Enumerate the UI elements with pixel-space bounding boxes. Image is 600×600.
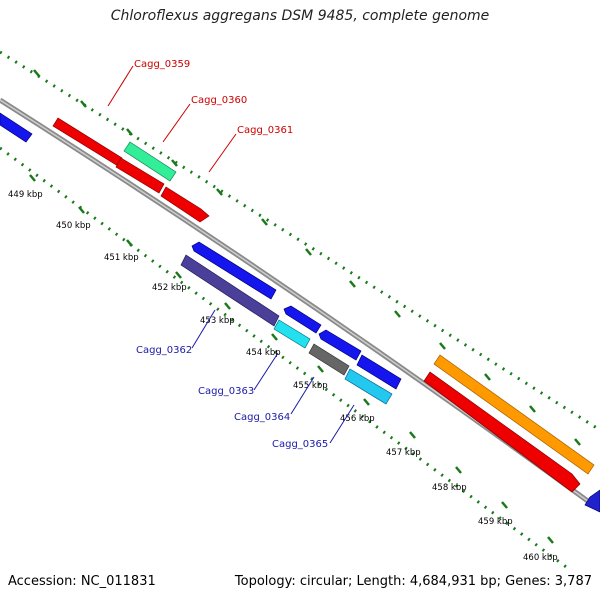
gene-arrow[interactable] xyxy=(433,354,595,475)
scale-label: 458 kbp xyxy=(432,483,467,493)
gene-arrow[interactable] xyxy=(318,329,362,361)
gene-arrow[interactable] xyxy=(356,354,402,390)
outer-major-ticks xyxy=(33,69,581,446)
genome-map: 449 kbp 450 kbp 451 kbp 452 kbp 453 kbp … xyxy=(0,50,600,570)
gene-label[interactable]: Cagg_0361 xyxy=(237,125,293,136)
scale-label: 455 kbp xyxy=(293,381,328,391)
gene-arrow[interactable] xyxy=(0,112,33,143)
gene-arrow[interactable] xyxy=(123,141,177,182)
scale-label: 459 kbp xyxy=(478,517,513,527)
gene-arrow[interactable] xyxy=(180,254,280,327)
gene-label[interactable]: Cagg_0363 xyxy=(198,386,254,397)
scale-label: 453 kbp xyxy=(200,316,235,326)
gene-arrow[interactable] xyxy=(584,489,600,513)
reverse-gene-labels: Cagg_0362 Cagg_0363 Cagg_0364 Cagg_0365 xyxy=(136,309,355,450)
scale-label: 457 kbp xyxy=(386,448,421,458)
outer-tick-track xyxy=(0,50,600,432)
scale-label: 449 kbp xyxy=(8,190,43,200)
inner-major-ticks xyxy=(29,174,554,544)
gene-arrow[interactable] xyxy=(160,186,210,223)
gene-arrow[interactable] xyxy=(273,319,311,349)
scale-label: 454 kbp xyxy=(246,348,281,358)
gene-arrow[interactable] xyxy=(423,371,581,493)
scale-label: 456 kbp xyxy=(340,414,375,424)
forward-gene-labels: Cagg_0359 Cagg_0360 Cagg_0361 xyxy=(107,59,293,173)
gene-arrow[interactable] xyxy=(191,241,277,300)
gene-label[interactable]: Cagg_0360 xyxy=(191,95,247,106)
scale-label: 452 kbp xyxy=(152,283,187,293)
gene-label[interactable]: Cagg_0359 xyxy=(134,59,190,70)
gene-arrow[interactable] xyxy=(344,368,393,405)
forward-genes xyxy=(52,117,600,513)
reverse-genes xyxy=(0,112,402,405)
scale-label: 460 kbp xyxy=(523,553,558,563)
scale-labels: 449 kbp 450 kbp 451 kbp 452 kbp 453 kbp … xyxy=(8,190,558,563)
scale-label: 450 kbp xyxy=(56,221,91,231)
map-title: Chloroflexus aggregans DSM 9485, complet… xyxy=(110,8,490,24)
inner-tick-track xyxy=(0,146,573,570)
gene-label[interactable]: Cagg_0364 xyxy=(234,412,290,423)
accession-text: Accession: NC_011831 xyxy=(8,574,156,589)
gene-arrow[interactable] xyxy=(283,305,322,334)
gene-arrow[interactable] xyxy=(308,343,350,376)
gene-label[interactable]: Cagg_0365 xyxy=(272,439,328,450)
gene-label[interactable]: Cagg_0362 xyxy=(136,345,192,356)
scale-label: 451 kbp xyxy=(104,253,139,263)
genome-summary-text: Topology: circular; Length: 4,684,931 bp… xyxy=(234,574,592,589)
gene-arrow[interactable] xyxy=(115,157,165,194)
